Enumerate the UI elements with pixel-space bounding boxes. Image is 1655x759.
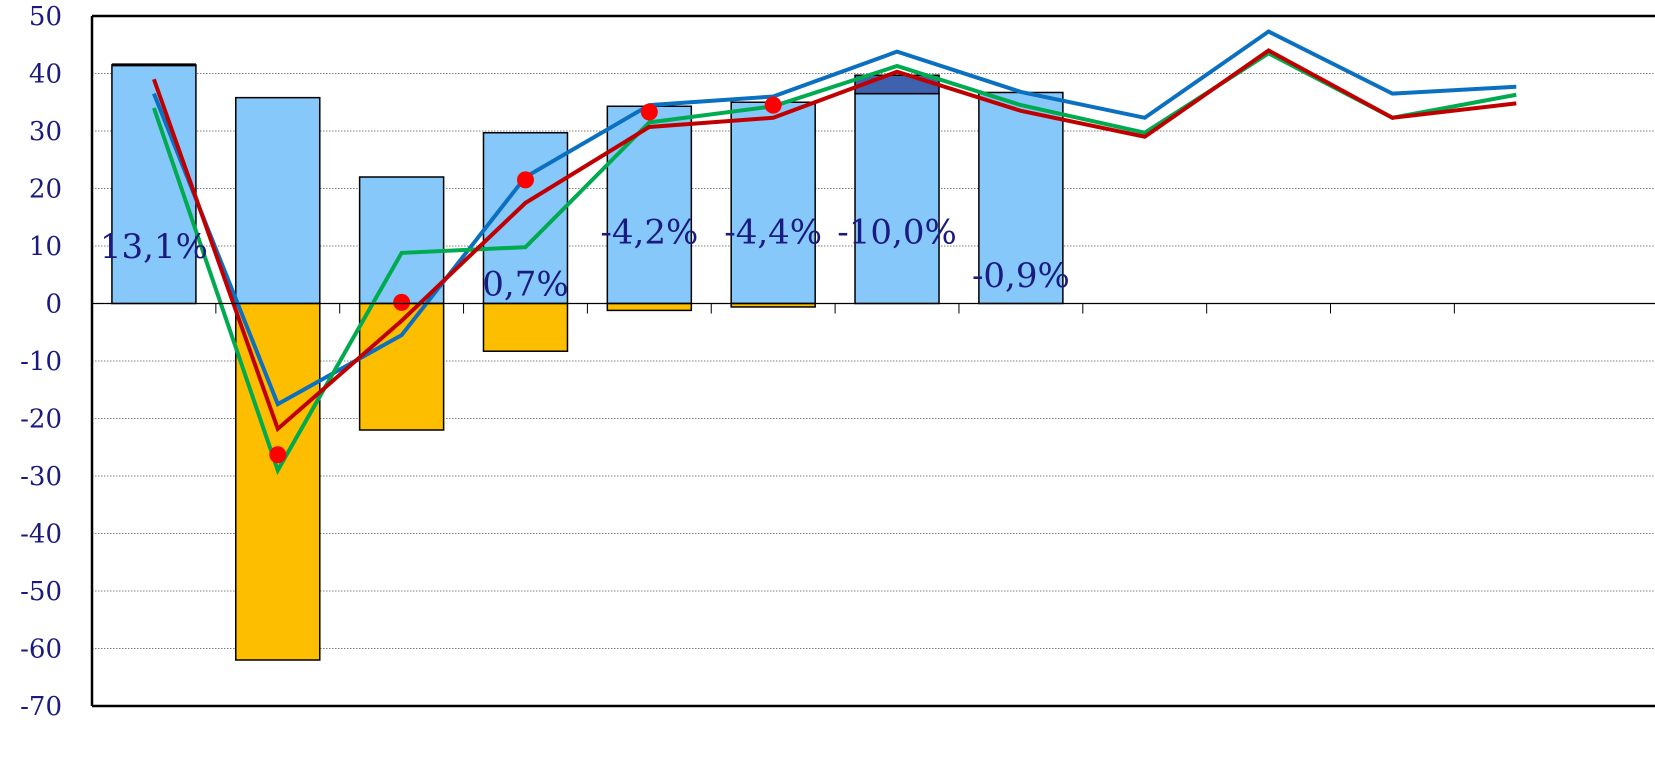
marker-point xyxy=(269,446,287,464)
y-tick-label: -50 xyxy=(20,577,62,607)
marker-point xyxy=(393,293,411,311)
y-tick-label: 0 xyxy=(45,290,62,320)
bar-positive xyxy=(111,64,197,305)
series-line-red xyxy=(152,48,1517,433)
bar-negative xyxy=(606,302,693,312)
series-lines xyxy=(152,29,1517,476)
y-tick-label: -10 xyxy=(20,347,62,377)
y-tick-label: 40 xyxy=(29,60,62,90)
axes: 50 40 30 20 10 0 -10 -20 -30 -40 -50 -60 -70 xyxy=(20,2,1655,722)
y-tick-label: -40 xyxy=(20,520,62,550)
bar-negative xyxy=(482,302,569,352)
marker-point xyxy=(764,96,782,114)
data-label: -10,0% xyxy=(837,213,957,253)
y-tick-label: -30 xyxy=(20,462,62,492)
series-line-green xyxy=(152,51,1517,476)
series-line-blue xyxy=(152,29,1517,407)
marker-point xyxy=(516,171,534,189)
bar-positive xyxy=(358,176,445,305)
y-tick-label: 20 xyxy=(29,175,62,205)
bar-positive xyxy=(854,92,940,305)
y-tick-label: -20 xyxy=(20,405,62,435)
y-tick-label: 10 xyxy=(29,232,62,262)
marker-point xyxy=(640,103,658,121)
data-label: -4,4% xyxy=(724,213,822,253)
bar-negative xyxy=(235,302,321,661)
bar-positive xyxy=(235,96,321,305)
data-label: 0,7% xyxy=(482,264,568,304)
markers xyxy=(269,96,782,464)
y-tick-label: -60 xyxy=(20,635,62,665)
y-tick-label: -70 xyxy=(20,692,62,722)
data-labels: 13,1% 0,7% -4,2% -4,4% -10,0% -0,9% xyxy=(100,213,1070,305)
bar-negative xyxy=(358,302,445,431)
data-label: -0,9% xyxy=(972,256,1070,296)
data-label: 13,1% xyxy=(100,227,208,267)
y-tick-label: 50 xyxy=(29,2,62,32)
bar-positive xyxy=(606,105,693,305)
bars xyxy=(111,63,1064,661)
bar-positive xyxy=(730,101,816,305)
data-label: -4,2% xyxy=(600,213,698,253)
y-tick-label: 30 xyxy=(29,117,62,147)
bar-positive xyxy=(978,91,1064,305)
